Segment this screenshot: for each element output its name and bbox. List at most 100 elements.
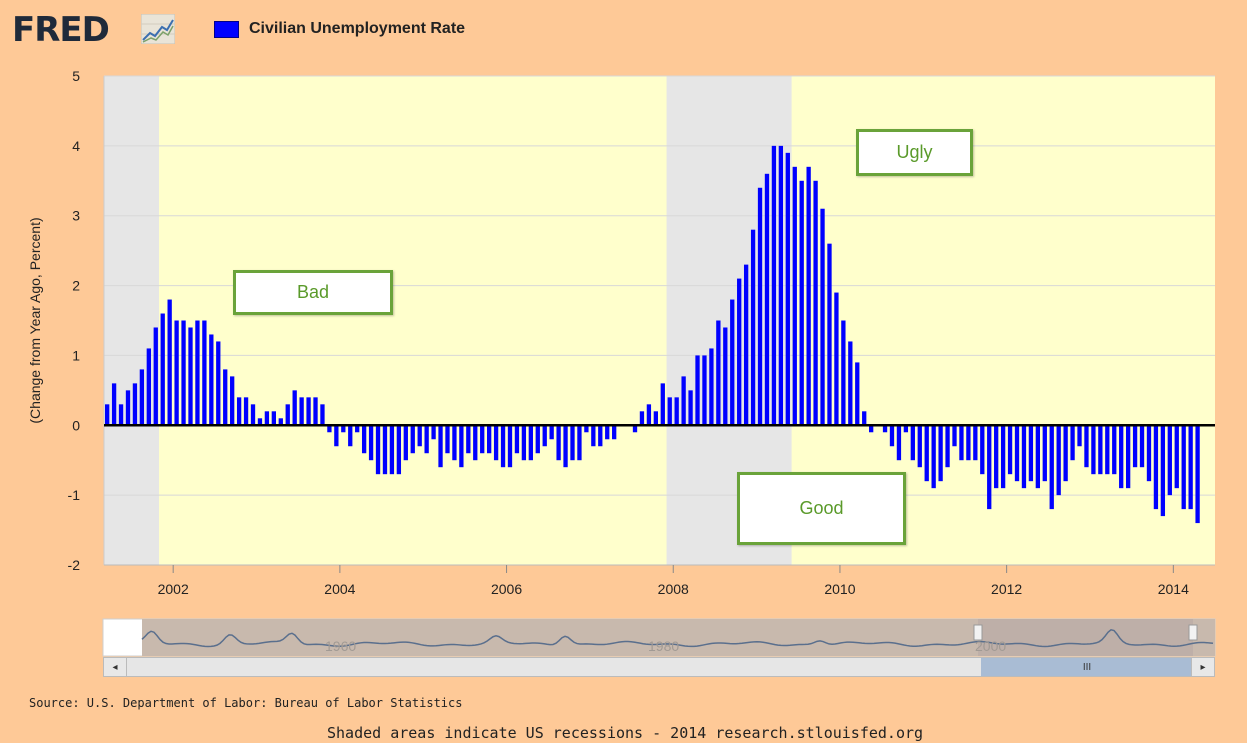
bar <box>327 425 332 433</box>
bar <box>1014 425 1020 482</box>
bar <box>1070 425 1075 461</box>
bar <box>209 334 214 426</box>
recession-band <box>104 76 160 565</box>
bar <box>1056 425 1061 496</box>
bar <box>1035 425 1041 489</box>
bar <box>216 341 221 426</box>
bar <box>1181 425 1186 510</box>
bar <box>1188 425 1193 510</box>
bar <box>757 187 763 426</box>
plot-area <box>104 76 1215 565</box>
bar <box>591 425 596 447</box>
bar <box>806 166 811 426</box>
navigator-handle <box>1188 624 1198 641</box>
bar <box>1132 425 1138 468</box>
bar <box>1042 425 1047 482</box>
bar <box>514 425 520 454</box>
x-tick-label: 2006 <box>491 581 522 597</box>
navigator-label: 1960 <box>325 638 356 654</box>
y-tick-label: 5 <box>72 68 80 84</box>
bar <box>160 313 165 426</box>
bar <box>556 425 561 461</box>
bar <box>410 425 415 454</box>
y-tick-label: 2 <box>72 278 80 294</box>
scroll-left-arrow-icon[interactable]: ◂ <box>104 658 127 676</box>
bar <box>903 425 909 433</box>
scroll-right-arrow-icon[interactable]: ▸ <box>1191 658 1214 676</box>
bar <box>473 425 478 461</box>
bar <box>827 243 832 426</box>
x-tick-label: 2002 <box>158 581 189 597</box>
bar <box>396 425 402 475</box>
bar <box>334 425 339 447</box>
bar <box>973 425 978 461</box>
bar <box>181 320 186 426</box>
x-tick-label: 2012 <box>991 581 1022 597</box>
bar <box>792 166 797 426</box>
bar <box>111 383 117 426</box>
bar <box>299 397 304 426</box>
bar <box>542 425 547 447</box>
bar <box>959 425 964 461</box>
bar <box>493 425 499 461</box>
bar <box>750 229 756 426</box>
bar <box>1125 425 1131 489</box>
bar <box>848 341 853 426</box>
bar <box>348 425 353 447</box>
bar <box>1195 425 1200 524</box>
bar <box>202 320 207 426</box>
bar <box>139 369 145 426</box>
x-tick-label: 2014 <box>1158 581 1189 597</box>
navigator-label: 2000 <box>975 638 1006 654</box>
bar <box>771 145 777 426</box>
bar <box>869 425 874 433</box>
y-axis-label: (Change from Year Ago, Percent) <box>27 217 43 423</box>
bar <box>1119 425 1124 489</box>
fred-logo[interactable]: FRED <box>12 10 110 50</box>
bar <box>188 327 193 426</box>
bar <box>855 362 860 426</box>
bar <box>1167 425 1172 496</box>
scroll-thumb[interactable]: III <box>981 658 1193 676</box>
bar <box>132 383 138 426</box>
bar <box>987 425 992 510</box>
bar <box>1146 425 1152 482</box>
bar <box>438 425 443 468</box>
bar <box>361 425 367 454</box>
bar <box>924 425 929 482</box>
bar <box>1091 425 1096 475</box>
bar <box>1153 425 1159 510</box>
bar <box>431 425 436 440</box>
bar <box>820 208 825 426</box>
trend-line-icon <box>141 14 175 44</box>
bar <box>917 425 922 468</box>
bar <box>688 390 693 426</box>
bar <box>896 425 902 461</box>
bar <box>452 425 457 461</box>
footer-note[interactable]: Shaded areas indicate US recessions - 20… <box>327 724 924 742</box>
bar <box>1000 425 1006 489</box>
bar <box>834 292 839 426</box>
navigator-label: 1980 <box>648 638 679 654</box>
bar <box>306 397 311 426</box>
chart-legend[interactable]: Civilian Unemployment Rate <box>214 20 465 38</box>
bar <box>563 425 568 468</box>
bar <box>174 320 179 426</box>
bar <box>743 264 749 426</box>
navigator-series <box>141 628 1214 648</box>
navigator-scrollbar[interactable]: ◂ III ▸ <box>103 657 1215 677</box>
bar <box>785 152 790 426</box>
bar <box>841 320 846 426</box>
bar <box>882 425 888 433</box>
bar <box>966 425 971 461</box>
bar <box>375 425 381 475</box>
bar <box>1112 425 1117 475</box>
bar <box>660 383 665 426</box>
bar <box>146 348 151 426</box>
bar <box>118 404 124 426</box>
bar <box>945 425 950 468</box>
bar <box>938 425 943 482</box>
navigator-handle <box>973 624 983 641</box>
y-tick-label: 1 <box>72 347 80 363</box>
bar <box>549 425 554 440</box>
